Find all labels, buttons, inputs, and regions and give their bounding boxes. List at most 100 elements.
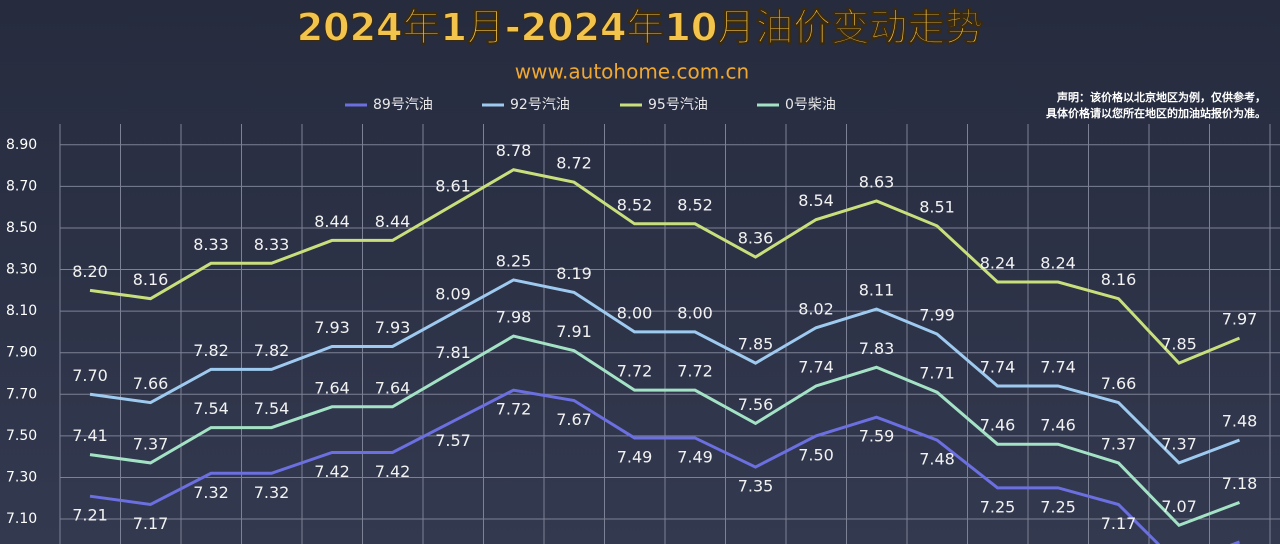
- y-tick-label: 7.90: [6, 345, 37, 361]
- data-label: 7.18: [1222, 474, 1258, 493]
- data-label: 7.48: [1222, 412, 1258, 431]
- data-label: 7.97: [1222, 310, 1258, 329]
- data-label: 7.07: [1161, 497, 1197, 516]
- data-label: 7.93: [314, 318, 350, 337]
- data-label: 7.82: [193, 341, 229, 360]
- data-label: 7.25: [1040, 497, 1076, 516]
- data-label: 8.25: [496, 251, 532, 270]
- data-label: 8.33: [193, 235, 229, 254]
- data-label: 7.37: [133, 434, 169, 453]
- data-label: 7.72: [617, 362, 653, 381]
- data-label: 7.83: [859, 339, 895, 358]
- data-label: 7.41: [72, 426, 108, 445]
- data-label: 8.16: [133, 270, 169, 289]
- data-label: 7.57: [435, 431, 471, 450]
- data-label: 7.98: [496, 308, 532, 327]
- data-label: 7.74: [980, 357, 1016, 376]
- data-label: 7.17: [133, 514, 169, 533]
- chart-title: 2024年1月-2024年10月油价变动走势: [297, 6, 984, 50]
- data-label: 8.20: [72, 262, 108, 281]
- data-label: 8.52: [677, 195, 713, 214]
- y-tick-label: 7.30: [6, 469, 37, 485]
- data-label: 7.32: [254, 483, 290, 502]
- data-label: 7.32: [193, 483, 229, 502]
- data-label: 7.49: [677, 447, 713, 466]
- y-tick-label: 8.50: [6, 220, 37, 236]
- y-tick-label: 7.50: [6, 428, 37, 444]
- data-label: 7.42: [375, 462, 411, 481]
- data-label: 7.72: [677, 362, 713, 381]
- y-tick-label: 7.70: [6, 386, 37, 402]
- data-label: 8.11: [859, 281, 895, 300]
- data-label: 7.25: [980, 497, 1016, 516]
- data-label: 8.33: [254, 235, 290, 254]
- data-label: 8.44: [375, 212, 411, 231]
- data-label: 8.63: [859, 172, 895, 191]
- data-label: 8.52: [617, 195, 653, 214]
- data-label: 8.24: [980, 254, 1016, 273]
- data-label: 8.61: [435, 177, 471, 196]
- data-label: 8.54: [798, 191, 834, 210]
- data-label: 7.67: [556, 410, 592, 429]
- data-label: 7.35: [738, 477, 774, 496]
- data-label: 8.44: [314, 212, 350, 231]
- series-line: [89, 388, 1241, 544]
- data-label: 7.54: [193, 399, 229, 418]
- data-label: 7.66: [1101, 374, 1137, 393]
- data-label: 7.85: [738, 335, 774, 354]
- legend-label: 95号汽油: [648, 97, 708, 113]
- data-label: 7.82: [254, 341, 290, 360]
- data-label: 8.36: [738, 229, 774, 248]
- y-tick-label: 8.90: [6, 137, 37, 153]
- chart-subtitle: www.autohome.com.cn: [515, 60, 749, 84]
- data-label: 7.85: [1161, 335, 1197, 354]
- data-label: 7.72: [496, 400, 532, 419]
- data-label: 7.48: [919, 450, 955, 469]
- legend-label: 92号汽油: [510, 97, 570, 113]
- data-label: 7.91: [556, 322, 592, 341]
- y-tick-label: 8.10: [6, 303, 37, 319]
- legend-label: 89号汽油: [373, 97, 433, 113]
- data-label: 7.70: [72, 366, 108, 385]
- data-label: 8.00: [617, 303, 653, 322]
- series-line: [89, 168, 1241, 365]
- data-label: 8.72: [556, 154, 592, 173]
- y-tick-label: 7.10: [6, 511, 37, 527]
- data-label: 7.71: [919, 364, 955, 383]
- data-label: 8.24: [1040, 254, 1076, 273]
- legend-label: 0号柴油: [785, 97, 836, 113]
- data-label: 8.02: [798, 299, 834, 318]
- data-label: 7.74: [1040, 357, 1076, 376]
- data-label: 7.50: [798, 445, 834, 464]
- note: 声明：该价格以北京地区为例，仅供参考，: [1056, 90, 1266, 104]
- data-label: 7.66: [133, 374, 169, 393]
- data-label: 7.42: [314, 462, 350, 481]
- data-label: 8.19: [556, 264, 592, 283]
- data-label: 7.81: [435, 343, 471, 362]
- data-label: 7.49: [617, 447, 653, 466]
- y-tick-label: 8.70: [6, 178, 37, 194]
- data-label: 8.51: [919, 197, 955, 216]
- data-label: 7.37: [1101, 434, 1137, 453]
- data-label: 7.64: [375, 378, 411, 397]
- data-label: 7.59: [859, 427, 895, 446]
- data-label: 7.93: [375, 318, 411, 337]
- data-label: 8.16: [1101, 270, 1137, 289]
- data-label: 7.46: [1040, 416, 1076, 435]
- data-label: 7.46: [980, 416, 1016, 435]
- data-label: 7.21: [72, 506, 108, 525]
- y-tick-label: 8.30: [6, 262, 37, 278]
- data-label: 7.17: [1101, 514, 1137, 533]
- note: 具体价格请以您所在地区的加油站报价为准。: [1046, 106, 1266, 120]
- data-label: 7.99: [919, 306, 955, 325]
- data-label: 7.64: [314, 378, 350, 397]
- data-label: 7.54: [254, 399, 290, 418]
- series-line: [89, 334, 1241, 528]
- data-label: 7.74: [798, 357, 834, 376]
- data-label: 7.56: [738, 395, 774, 414]
- data-label: 8.09: [435, 285, 471, 304]
- data-label: 7.37: [1161, 434, 1197, 453]
